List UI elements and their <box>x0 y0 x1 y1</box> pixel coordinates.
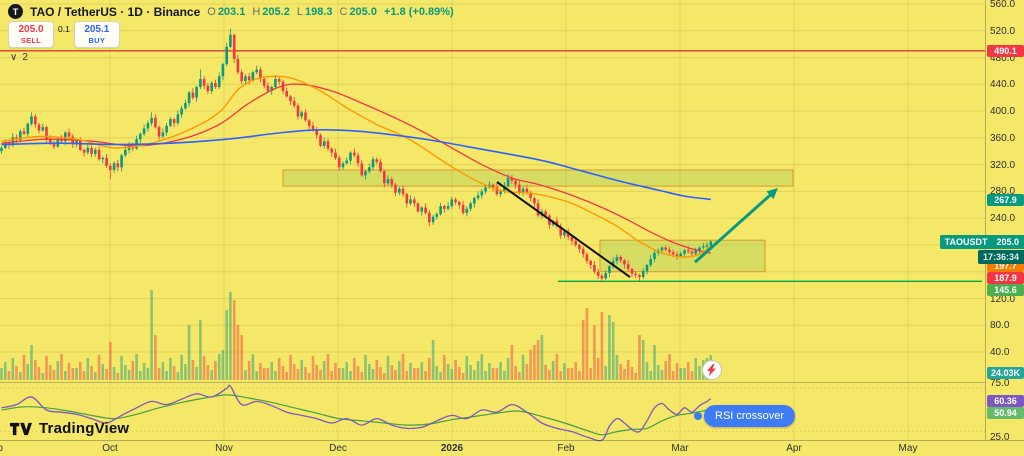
close-label: C <box>339 5 348 18</box>
tradingview-logo-mark <box>10 422 32 435</box>
sell-price: 205.0 <box>18 23 44 35</box>
price-tick-label: 80.0 <box>990 320 1010 332</box>
object-count: 2 <box>22 52 28 63</box>
axis-badge: 187.9 <box>987 272 1024 284</box>
badge-symbol: TAOUSDT <box>944 237 988 247</box>
rsi-tick-label: 75.0 <box>990 378 1010 389</box>
price-tick-label: 440.0 <box>990 79 1016 91</box>
open-label: O <box>207 5 216 18</box>
axis-badge: 50.94 <box>987 407 1024 419</box>
price-tick-label: 40.0 <box>990 347 1010 358</box>
alert-lightning-icon[interactable] <box>702 360 722 380</box>
price-tick-label: 120.0 <box>990 293 1016 305</box>
time-axis-label: Nov <box>215 443 233 454</box>
symbol-legend: T TAO / TetherUS · 1D · Binance O 203.1 H… <box>8 4 454 19</box>
open-value: 203.1 <box>217 5 246 18</box>
high-value: 205.2 <box>262 5 290 18</box>
time-axis-label: Sep <box>0 443 3 454</box>
time-axis-label: Mar <box>671 443 689 454</box>
rsi-tick-label: 25.0 <box>990 432 1010 443</box>
spread-value: 0.1 <box>58 24 70 34</box>
countdown-timer: 17:36:34 <box>977 250 1024 264</box>
axis-badge: 145.6 <box>987 284 1024 296</box>
low-label: L <box>296 5 303 18</box>
rsi-crossover-text: RSI crossover <box>715 410 785 422</box>
ohlc-readout: O 203.1 H 205.2 L 198.3 C 205.0 +1.8 (+0.89%… <box>207 6 453 18</box>
price-tick-label: 320.0 <box>990 159 1016 171</box>
price-tick-label: 400.0 <box>990 106 1016 118</box>
time-axis-label: Apr <box>786 443 802 454</box>
price-tick-label: 560.0 <box>990 0 1016 10</box>
rsi-crossover-label[interactable]: RSI crossover <box>704 405 796 427</box>
trade-panel: 205.0 SELL 0.1 205.1 BUY <box>8 21 120 48</box>
buy-price: 205.1 <box>84 23 110 35</box>
price-tick-label: 240.0 <box>990 213 1016 225</box>
symbol-title[interactable]: TAO / TetherUS · 1D · Binance <box>30 4 201 19</box>
time-axis-label: Dec <box>329 443 347 454</box>
time-axis[interactable]: Sep Oct Nov Dec 2026 Feb Mar Apr May <box>0 440 1024 456</box>
axis-badge: 24.03K <box>987 367 1024 379</box>
buy-label: BUY <box>88 35 106 45</box>
price-tick-label: 480.0 <box>990 52 1016 64</box>
time-axis-label: Feb <box>557 443 575 454</box>
chevron-down-icon: ∨ <box>10 52 18 63</box>
object-tree-toggle[interactable]: ∨ 2 <box>10 52 28 63</box>
high-label: H <box>252 5 261 18</box>
axis-badge: 490.1 <box>987 44 1024 57</box>
price-tick-label: 520.0 <box>990 25 1016 37</box>
low-value: 198.3 <box>304 5 333 18</box>
time-axis-label: May <box>898 443 918 454</box>
tradingview-logo[interactable]: TradingView <box>10 420 129 437</box>
axis-badge: 60.36 <box>987 395 1024 407</box>
tao-coin-icon: T <box>8 4 23 19</box>
badge-price: 205.0 <box>996 237 1019 247</box>
axis-badge: 267.9 <box>987 193 1024 206</box>
price-tick-label: 360.0 <box>990 132 1016 144</box>
buy-button[interactable]: 205.1 BUY <box>73 21 120 48</box>
tradingview-logo-text: TradingView <box>39 420 130 437</box>
price-tick-label: 280.0 <box>990 186 1016 198</box>
time-axis-label: Oct <box>102 443 118 454</box>
close-value: 205.0 <box>349 5 377 18</box>
change-value: +1.8 (+0.89%) <box>383 5 454 18</box>
rsi-anchor-dot <box>694 412 702 420</box>
pane-separator[interactable] <box>0 382 985 383</box>
sell-button[interactable]: 205.0 SELL <box>8 21 54 48</box>
time-axis-label: 2026 <box>440 443 464 454</box>
last-price-badge: TAOUSDT 205.0 17:36:34 <box>939 235 1024 264</box>
lightning-bolt-glyph <box>707 364 716 376</box>
price-axis[interactable]: 560.0 520.0 480.0 440.0 400.0 360.0 320.0 280.0… <box>985 0 1024 443</box>
sell-label: SELL <box>20 35 42 45</box>
coin-letter: T <box>12 6 19 17</box>
